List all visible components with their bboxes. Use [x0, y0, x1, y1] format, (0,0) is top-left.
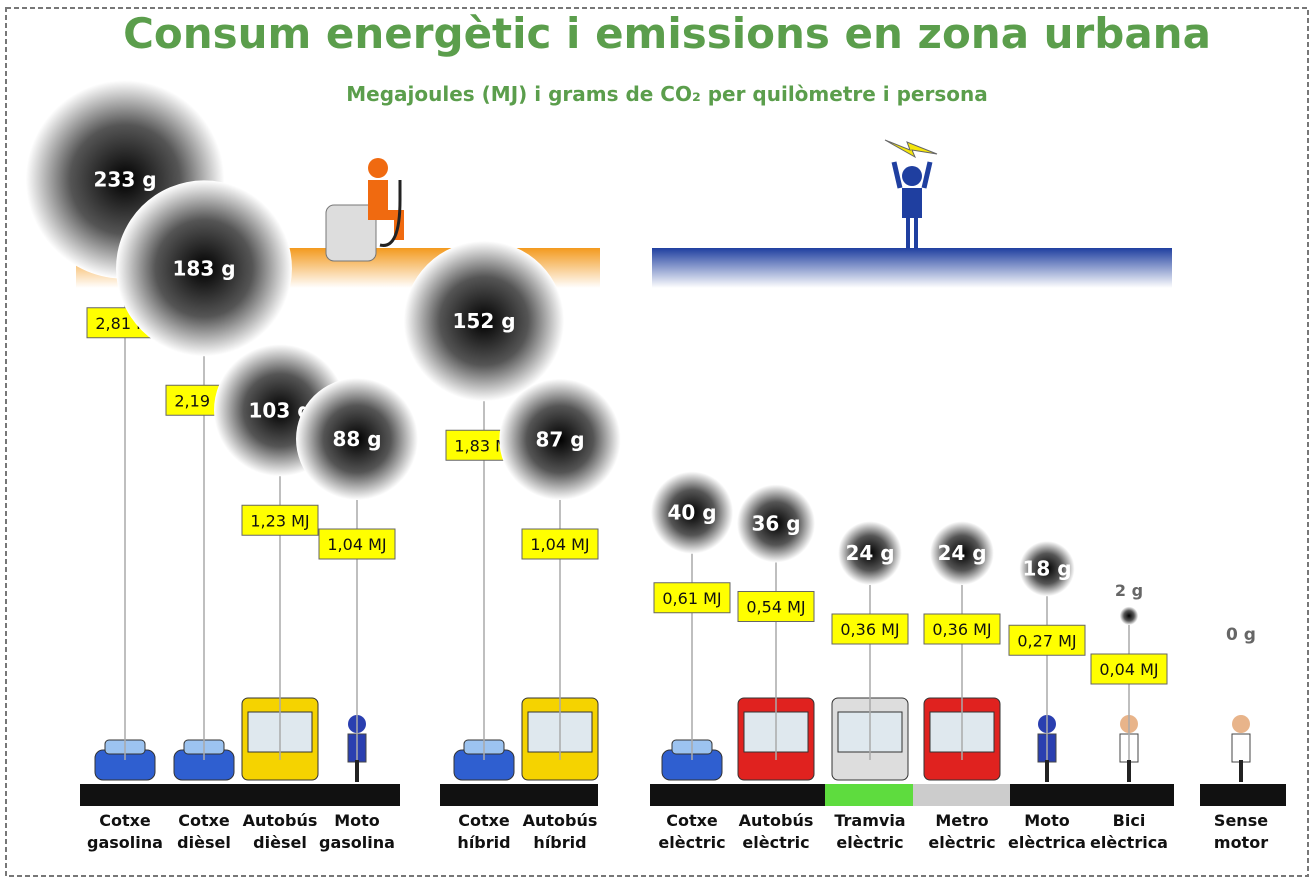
category-label: Cotxe híbrid	[442, 810, 526, 854]
value-label: 1,04 MJ	[327, 535, 386, 554]
size-label: 183 g	[172, 256, 235, 280]
category-label: Tramvia elèctric	[828, 810, 912, 854]
electric-band	[652, 248, 1172, 288]
size-label: 152 g	[452, 309, 515, 333]
rider-body	[1232, 734, 1250, 762]
category-label: Bici elèctrica	[1087, 810, 1171, 854]
size-label: 24 g	[845, 541, 894, 565]
infographic: Consum energètic i emissions en zona urb…	[0, 0, 1314, 880]
size-label: 88 g	[332, 427, 381, 451]
category-label: Cotxe dièsel	[162, 810, 246, 854]
category-label: Metro elèctric	[920, 810, 1004, 854]
category-label: Cotxe gasolina	[83, 810, 167, 854]
category-label: Moto elèctrica	[1005, 810, 1089, 854]
roads	[80, 784, 1286, 806]
category-label: Sense motor	[1199, 810, 1283, 854]
bubble	[1120, 607, 1138, 625]
size-label: 233 g	[93, 168, 156, 192]
category-label: Autobús elèctric	[734, 810, 818, 854]
size-label: 0 g	[1226, 625, 1256, 645]
category-label: Autobús híbrid	[518, 810, 602, 854]
value-label: 0,36 MJ	[932, 620, 991, 639]
category-label: Cotxe elèctric	[650, 810, 734, 854]
title: Consum energètic i emissions en zona urb…	[123, 9, 1211, 58]
fuel-icon	[326, 158, 404, 261]
electric-icon	[885, 140, 937, 248]
value-label: 0,36 MJ	[840, 620, 899, 639]
vehicle-icon	[1232, 715, 1250, 782]
category-label: Autobús dièsel	[238, 810, 322, 854]
value-label: 1,23 MJ	[250, 511, 309, 530]
value-label: 1,04 MJ	[530, 535, 589, 554]
category-label: Moto gasolina	[315, 810, 399, 854]
size-label: 24 g	[937, 541, 986, 565]
value-label: 0,61 MJ	[662, 589, 721, 608]
size-label: 2 g	[1115, 581, 1143, 600]
rider-head	[1232, 715, 1250, 733]
chart: Consum energètic i emissions en zona urb…	[0, 0, 1314, 880]
subtitle: Megajoules (MJ) i grams de CO₂ per quilò…	[346, 82, 987, 106]
size-label: 87 g	[535, 427, 584, 451]
size-label: 18 g	[1022, 557, 1071, 581]
size-label: 36 g	[751, 512, 800, 536]
value-label: 0,27 MJ	[1017, 631, 1076, 650]
size-label: 40 g	[667, 501, 716, 525]
value-label: 0,54 MJ	[746, 598, 805, 617]
value-label: 0,04 MJ	[1099, 660, 1158, 679]
